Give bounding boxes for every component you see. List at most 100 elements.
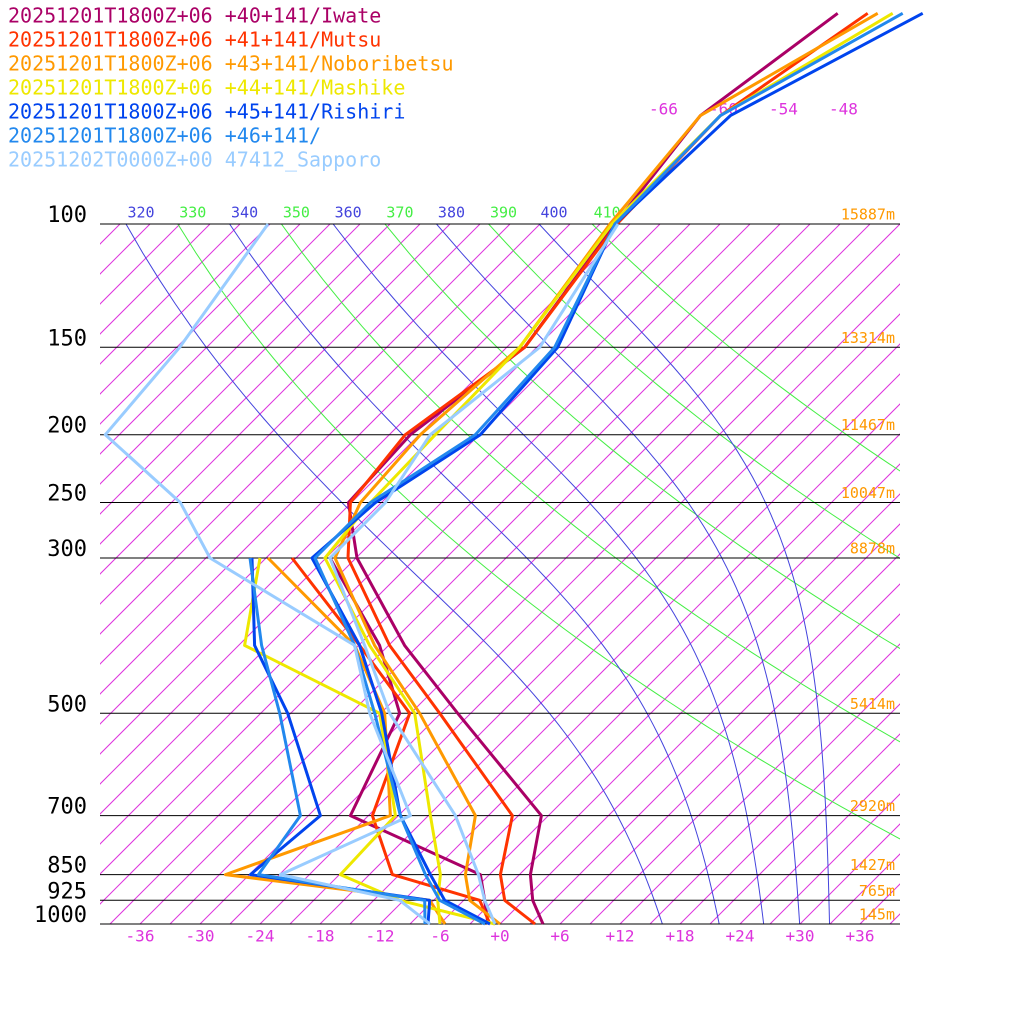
height-label: 1427m (850, 856, 895, 874)
isotherm (409, 433, 900, 924)
isotherm (100, 224, 211, 335)
y-tick-label: 150 (47, 326, 87, 351)
isotherm (100, 224, 421, 545)
height-label: 145m (859, 906, 895, 924)
isotherm (379, 403, 900, 924)
temperature-line (313, 11, 904, 926)
moist-adiabat-label: 400 (541, 204, 568, 222)
y-tick-label: 300 (47, 537, 87, 562)
isotherm (109, 224, 811, 924)
moist-adiabat (436, 224, 801, 924)
isotherm (469, 493, 900, 924)
legend-entry: 20251201T1800Z+06 +40+141/Iwate (8, 4, 381, 28)
height-label: 15887m (841, 206, 895, 224)
x-tick-label: +18 (666, 927, 695, 946)
x-tick-label: +24 (726, 927, 755, 946)
top-tick-label: -48 (829, 100, 858, 119)
legend-entry: 20251201T1800Z+06 +45+141/Rishiri (8, 100, 405, 124)
isotherm (139, 224, 841, 924)
height-label: 5414m (850, 695, 895, 713)
isotherm (709, 733, 900, 924)
isotherm (100, 224, 391, 515)
isotherm (100, 224, 511, 635)
dewpoint-line (243, 557, 496, 926)
dry-adiabat-label: 350 (283, 204, 310, 222)
isotherm (100, 224, 601, 725)
dewpoint-line (248, 557, 432, 925)
x-tick-label: +36 (846, 927, 875, 946)
top-tick-label: -66 (649, 100, 678, 119)
isotherm (100, 224, 721, 845)
isotherm (100, 224, 541, 665)
y-tick-label: 250 (47, 482, 87, 507)
height-label: 2920m (850, 797, 895, 815)
isotherm (100, 224, 271, 395)
x-tick-label: -12 (366, 927, 395, 946)
y-tick-label: 700 (47, 795, 87, 820)
isotherm (100, 224, 181, 305)
isotherm (769, 793, 900, 924)
isotherm (649, 673, 900, 924)
isotherm (319, 343, 900, 924)
isotherm (799, 823, 900, 924)
dry-adiabat-label: 330 (179, 204, 206, 222)
dry-adiabat-label: 390 (490, 204, 517, 222)
isotherm (349, 373, 900, 924)
temperature-line (328, 223, 620, 925)
temperature-line (323, 12, 894, 925)
isotherm (559, 583, 900, 924)
isotherm (100, 224, 241, 365)
isotherm (100, 224, 481, 605)
dry-adiabat (591, 224, 900, 472)
x-tick-label: -36 (126, 927, 155, 946)
isotherm (100, 224, 331, 455)
isotherm (499, 523, 900, 924)
x-tick-label: +12 (606, 927, 635, 946)
isotherm (679, 703, 900, 924)
y-tick-label: 1000 (34, 903, 87, 928)
moist-adiabat-label: 380 (438, 204, 465, 222)
y-tick-label: 850 (47, 854, 87, 879)
isotherm (100, 224, 571, 695)
isotherm (100, 224, 361, 485)
isotherm (439, 463, 900, 924)
isotherm (229, 253, 900, 924)
height-label: 13314m (841, 329, 895, 347)
dewpoint-line (103, 223, 431, 926)
legend-entry: 20251201T1800Z+06 +43+141/Noboribetsu (8, 52, 454, 76)
dry-adiabat (488, 224, 900, 559)
x-tick-label: +30 (786, 927, 815, 946)
isotherm (739, 763, 900, 924)
x-tick-label: -18 (306, 927, 335, 946)
moist-adiabat-label: 360 (335, 204, 362, 222)
moist-adiabat (332, 224, 765, 924)
y-tick-label: 200 (47, 414, 87, 439)
isotherm (169, 224, 871, 924)
moist-adiabat-label: 340 (231, 204, 258, 222)
legend-entry: 20251201T1800Z+06 +41+141/Mutsu (8, 28, 381, 52)
x-tick-label: -30 (186, 927, 215, 946)
height-label: 11467m (841, 416, 895, 434)
x-tick-label: -6 (430, 927, 449, 946)
moist-adiabat (538, 224, 831, 924)
temperature-line (333, 12, 879, 926)
height-label: 8878m (850, 539, 895, 557)
isotherm (100, 224, 451, 575)
dry-adiabat-label: 370 (386, 204, 413, 222)
isotherm (100, 224, 751, 875)
y-tick-label: 925 (47, 879, 87, 904)
y-tick-label: 100 (47, 203, 87, 228)
y-tick-label: 500 (47, 692, 87, 717)
legend-entry: 20251201T1800Z+06 +46+141/ (8, 124, 321, 148)
x-tick-label: +6 (550, 927, 569, 946)
height-label: 10047m (841, 484, 895, 502)
isotherm (589, 613, 900, 924)
isotherm (100, 224, 661, 785)
legend-entry: 20251201T1800Z+06 +44+141/Mashike (8, 76, 405, 100)
isotherm (889, 913, 900, 924)
isotherm (100, 224, 781, 905)
isotherm (100, 224, 631, 755)
isotherm (529, 553, 900, 924)
x-tick-label: +0 (490, 927, 509, 946)
